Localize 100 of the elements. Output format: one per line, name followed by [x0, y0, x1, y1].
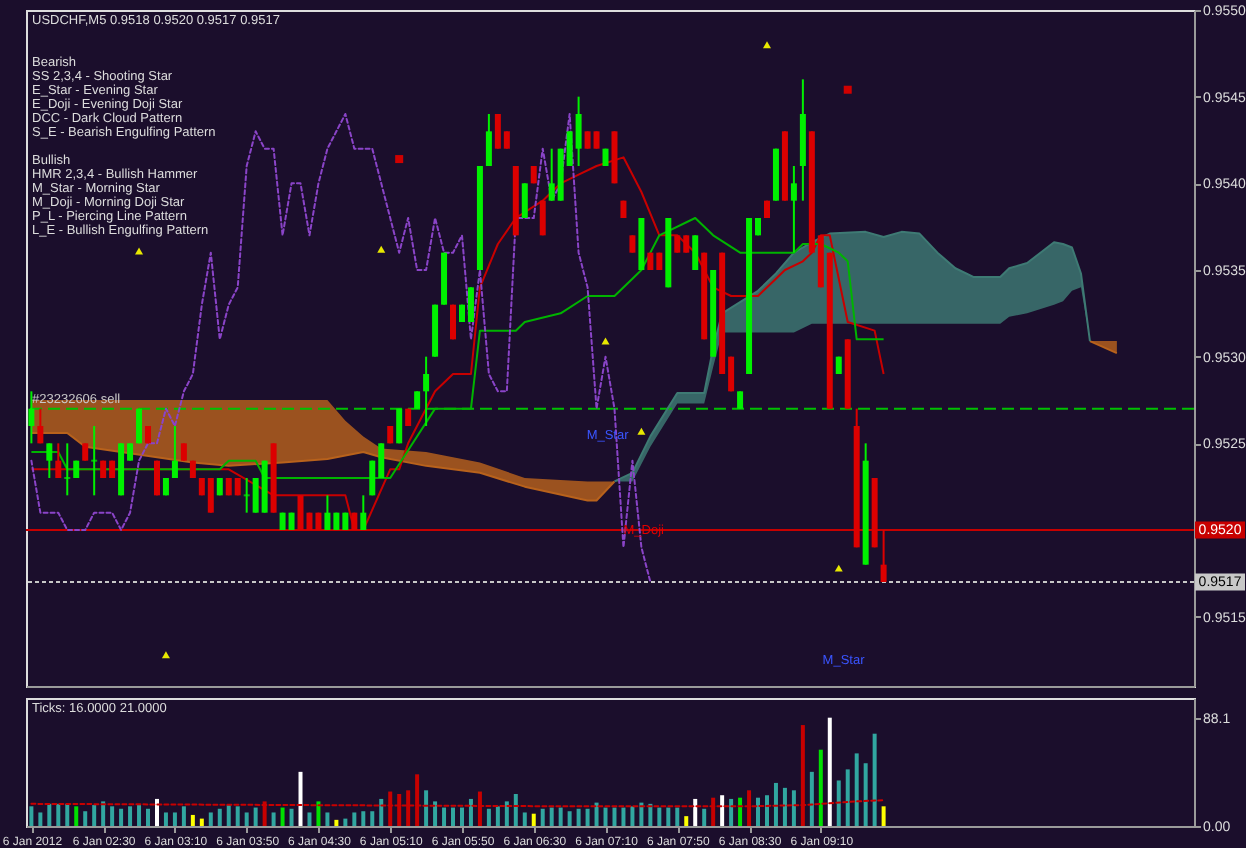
- bar: [154, 798, 159, 826]
- bar: [603, 807, 608, 826]
- bar: [217, 808, 222, 826]
- bar: [567, 811, 572, 826]
- bar: [172, 812, 177, 826]
- bar: [881, 806, 886, 826]
- bar: [773, 782, 778, 826]
- candlestick: [485, 113, 492, 167]
- bar: [83, 811, 88, 826]
- bar: [809, 771, 814, 826]
- bar: [92, 805, 97, 826]
- point: [637, 427, 646, 435]
- bar: [594, 802, 599, 826]
- candlestick: [171, 425, 178, 479]
- candlestick: [37, 407, 44, 445]
- bar: [522, 812, 527, 826]
- bar: [334, 819, 339, 826]
- bar: [307, 812, 312, 826]
- candlestick: [790, 165, 797, 254]
- bar: [872, 733, 877, 826]
- bar: [110, 806, 115, 826]
- bar: [621, 807, 626, 826]
- bar: [639, 802, 644, 826]
- bar: [468, 798, 473, 826]
- bar: [558, 807, 563, 826]
- bar: [451, 807, 456, 826]
- point: [395, 155, 404, 164]
- bar: [729, 798, 734, 826]
- bar: [146, 808, 150, 826]
- bar: [361, 811, 366, 826]
- candlestick: [46, 442, 53, 479]
- candlestick: [360, 494, 367, 531]
- bar: [513, 794, 518, 826]
- bar: [442, 807, 447, 826]
- bar: [56, 803, 61, 826]
- bar: [818, 749, 823, 826]
- bar: [782, 787, 787, 826]
- bar: [325, 812, 330, 826]
- bar: [612, 807, 617, 826]
- point: [843, 85, 852, 94]
- candlestick: [207, 477, 214, 514]
- bar: [693, 798, 698, 826]
- candlestick: [575, 95, 582, 167]
- point: [762, 41, 771, 49]
- bar: [352, 812, 357, 826]
- bar: [235, 806, 240, 826]
- bar: [675, 807, 680, 826]
- bar: [280, 807, 285, 826]
- bar: [459, 807, 464, 826]
- bar: [119, 808, 124, 826]
- bar: [630, 806, 635, 826]
- bar: [316, 801, 321, 826]
- bar: [827, 717, 832, 826]
- bar: [854, 753, 859, 826]
- bar: [764, 795, 769, 826]
- bar: [648, 803, 653, 826]
- bar: [163, 812, 168, 826]
- bar: [29, 806, 34, 826]
- bar: [486, 808, 491, 826]
- bar: [74, 806, 79, 826]
- bar: [137, 805, 142, 826]
- candlestick: [55, 442, 62, 479]
- bar: [101, 801, 106, 826]
- bar: [836, 780, 841, 826]
- bar: [38, 812, 43, 826]
- bar: [684, 816, 689, 826]
- bar: [791, 790, 796, 826]
- bar: [65, 803, 70, 826]
- bar: [199, 818, 204, 826]
- bar: [756, 797, 761, 826]
- bar: [298, 771, 303, 826]
- candlestick: [467, 286, 474, 323]
- candlestick: [423, 355, 430, 427]
- bar: [128, 806, 133, 826]
- candlestick: [64, 442, 71, 497]
- bar: [540, 808, 545, 826]
- bar: [657, 807, 662, 826]
- bar: [190, 814, 195, 826]
- bar: [549, 807, 554, 826]
- bar: [424, 790, 429, 826]
- bar: [208, 812, 213, 826]
- candlestick: [28, 390, 35, 445]
- bar: [271, 812, 276, 826]
- bar: [289, 808, 294, 826]
- candlestick: [324, 494, 331, 531]
- bar: [244, 812, 249, 826]
- bar: [379, 798, 384, 826]
- point: [377, 245, 386, 253]
- candlestick: [91, 425, 98, 497]
- bar: [702, 808, 707, 826]
- candlestick: [692, 234, 699, 271]
- bar: [47, 803, 52, 826]
- candlestick: [521, 182, 528, 219]
- bar: [495, 806, 500, 826]
- bar: [585, 808, 590, 826]
- bar: [226, 805, 231, 826]
- bar: [433, 801, 438, 826]
- bar: [576, 808, 581, 826]
- candlestick: [880, 529, 887, 583]
- bar: [181, 806, 186, 826]
